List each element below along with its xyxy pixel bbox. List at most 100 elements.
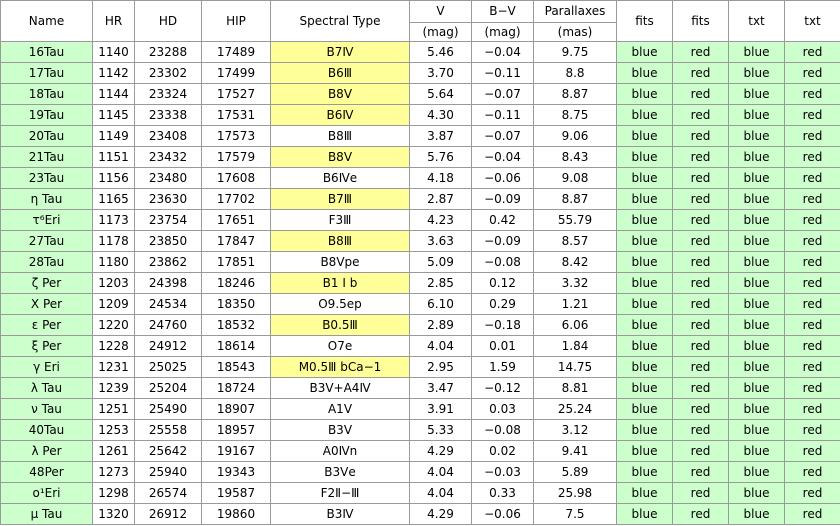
fits-red-link[interactable]: red (672, 482, 729, 504)
fits-red-link[interactable]: red (672, 104, 729, 126)
txt-blue-link[interactable]: blue (728, 335, 785, 357)
txt-red-link[interactable]: red (784, 314, 840, 336)
fits-blue-link[interactable]: blue (616, 251, 673, 273)
txt-red-link[interactable]: red (784, 62, 840, 84)
txt-red-link[interactable]: red (784, 146, 840, 168)
txt-red-link[interactable]: red (784, 104, 840, 126)
txt-red-link[interactable]: red (784, 251, 840, 273)
cell-parallax: 9.41 (533, 440, 617, 462)
txt-blue-link[interactable]: blue (728, 209, 785, 231)
txt-blue-link[interactable]: blue (728, 314, 785, 336)
fits-blue-link[interactable]: blue (616, 83, 673, 105)
fits-blue-link[interactable]: blue (616, 62, 673, 84)
txt-blue-link[interactable]: blue (728, 251, 785, 273)
fits-red-link[interactable]: red (672, 356, 729, 378)
fits-red-link[interactable]: red (672, 230, 729, 252)
fits-blue-link[interactable]: blue (616, 314, 673, 336)
fits-red-link[interactable]: red (672, 146, 729, 168)
fits-blue-link[interactable]: blue (616, 167, 673, 189)
table-row: τ⁶Eri 1173 23754 17651 F3Ⅲ 4.23 0.42 55.79 blue r… (0, 209, 840, 231)
txt-red-link[interactable]: red (784, 209, 840, 231)
fits-blue-link[interactable]: blue (616, 461, 673, 483)
txt-blue-link[interactable]: blue (728, 419, 785, 441)
txt-red-link[interactable]: red (784, 125, 840, 147)
table-row: 48Per 1273 25940 19343 B3Ⅴe 4.04 −0.03 5.89 blue… (0, 461, 840, 483)
fits-blue-link[interactable]: blue (616, 440, 673, 462)
txt-blue-link[interactable]: blue (728, 461, 785, 483)
fits-red-link[interactable]: red (672, 377, 729, 399)
txt-blue-link[interactable]: blue (728, 440, 785, 462)
txt-red-link[interactable]: red (784, 419, 840, 441)
txt-red-link[interactable]: red (784, 461, 840, 483)
txt-red-link[interactable]: red (784, 335, 840, 357)
fits-red-link[interactable]: red (672, 62, 729, 84)
fits-red-link[interactable]: red (672, 125, 729, 147)
fits-blue-link[interactable]: blue (616, 230, 673, 252)
fits-red-link[interactable]: red (672, 461, 729, 483)
fits-blue-link[interactable]: blue (616, 146, 673, 168)
txt-blue-link[interactable]: blue (728, 272, 785, 294)
txt-blue-link[interactable]: blue (728, 104, 785, 126)
fits-blue-link[interactable]: blue (616, 272, 673, 294)
fits-blue-link[interactable]: blue (616, 209, 673, 231)
txt-blue-link[interactable]: blue (728, 41, 785, 63)
txt-blue-link[interactable]: blue (728, 293, 785, 315)
txt-blue-link[interactable]: blue (728, 398, 785, 420)
txt-red-link[interactable]: red (784, 440, 840, 462)
fits-blue-link[interactable]: blue (616, 293, 673, 315)
cell-hip: 18957 (201, 419, 271, 441)
fits-red-link[interactable]: red (672, 419, 729, 441)
fits-red-link[interactable]: red (672, 398, 729, 420)
txt-blue-link[interactable]: blue (728, 230, 785, 252)
fits-red-link[interactable]: red (672, 272, 729, 294)
fits-red-link[interactable]: red (672, 503, 729, 525)
fits-blue-link[interactable]: blue (616, 482, 673, 504)
fits-blue-link[interactable]: blue (616, 188, 673, 210)
txt-red-link[interactable]: red (784, 356, 840, 378)
cell-b-v: −0.03 (471, 461, 534, 483)
txt-red-link[interactable]: red (784, 167, 840, 189)
fits-blue-link[interactable]: blue (616, 398, 673, 420)
fits-blue-link[interactable]: blue (616, 335, 673, 357)
txt-red-link[interactable]: red (784, 230, 840, 252)
txt-red-link[interactable]: red (784, 41, 840, 63)
txt-red-link[interactable]: red (784, 83, 840, 105)
txt-blue-link[interactable]: blue (728, 482, 785, 504)
fits-red-link[interactable]: red (672, 314, 729, 336)
fits-red-link[interactable]: red (672, 83, 729, 105)
fits-blue-link[interactable]: blue (616, 125, 673, 147)
fits-blue-link[interactable]: blue (616, 503, 673, 525)
fits-red-link[interactable]: red (672, 251, 729, 273)
txt-blue-link[interactable]: blue (728, 125, 785, 147)
cell-spectral-type: B8Ⅲ (270, 125, 410, 147)
fits-red-link[interactable]: red (672, 335, 729, 357)
txt-blue-link[interactable]: blue (728, 503, 785, 525)
fits-blue-link[interactable]: blue (616, 41, 673, 63)
fits-red-link[interactable]: red (672, 167, 729, 189)
cell-hd: 23480 (134, 167, 202, 189)
txt-red-link[interactable]: red (784, 188, 840, 210)
fits-red-link[interactable]: red (672, 41, 729, 63)
txt-blue-link[interactable]: blue (728, 146, 785, 168)
fits-red-link[interactable]: red (672, 440, 729, 462)
fits-blue-link[interactable]: blue (616, 356, 673, 378)
fits-blue-link[interactable]: blue (616, 104, 673, 126)
cell-v: 2.85 (409, 272, 472, 294)
txt-blue-link[interactable]: blue (728, 83, 785, 105)
txt-blue-link[interactable]: blue (728, 62, 785, 84)
txt-red-link[interactable]: red (784, 293, 840, 315)
fits-red-link[interactable]: red (672, 188, 729, 210)
txt-red-link[interactable]: red (784, 377, 840, 399)
txt-blue-link[interactable]: blue (728, 167, 785, 189)
txt-blue-link[interactable]: blue (728, 188, 785, 210)
fits-red-link[interactable]: red (672, 209, 729, 231)
txt-blue-link[interactable]: blue (728, 356, 785, 378)
txt-blue-link[interactable]: blue (728, 377, 785, 399)
fits-red-link[interactable]: red (672, 293, 729, 315)
fits-blue-link[interactable]: blue (616, 419, 673, 441)
txt-red-link[interactable]: red (784, 482, 840, 504)
txt-red-link[interactable]: red (784, 398, 840, 420)
txt-red-link[interactable]: red (784, 503, 840, 525)
txt-red-link[interactable]: red (784, 272, 840, 294)
fits-blue-link[interactable]: blue (616, 377, 673, 399)
